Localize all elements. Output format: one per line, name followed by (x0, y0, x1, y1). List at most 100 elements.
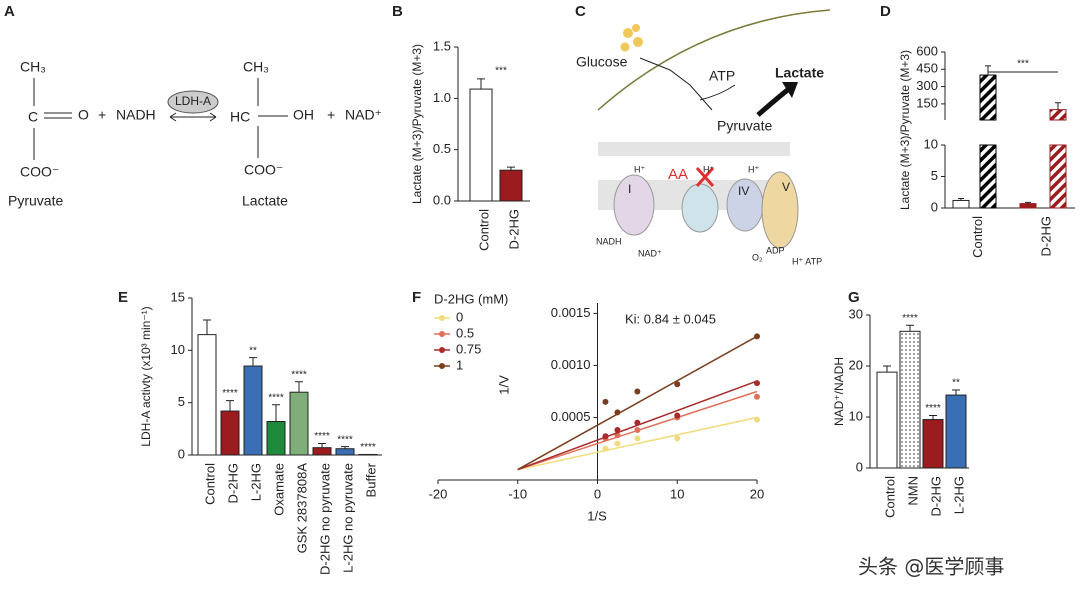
metabolite: H⁺ ATP (792, 256, 822, 266)
error-bar (985, 65, 991, 76)
bar (469, 88, 493, 202)
legend-marker (439, 363, 445, 369)
proton: H⁺ (703, 164, 714, 174)
chem-text: + (327, 107, 335, 123)
legend-marker (439, 331, 445, 337)
error-bar (249, 357, 257, 367)
significance: **** (360, 442, 376, 453)
significance: *** (495, 65, 507, 76)
point (602, 398, 609, 405)
error-bar (272, 404, 280, 422)
chem-text: O (78, 107, 89, 123)
error-bar (883, 365, 891, 373)
x-tick-label: 0 (594, 486, 601, 501)
panel-label: A (4, 3, 15, 20)
membrane (598, 142, 790, 156)
panel-c: C Glucose ATP Lactate Pyruvate I IV V AA… (575, 3, 831, 266)
metabolite: NAD⁺ (638, 248, 662, 258)
error-bar (318, 442, 326, 448)
metabolite: NADH (596, 236, 622, 246)
bar (312, 447, 332, 456)
chem-text: COO⁻ (20, 164, 59, 180)
bar (876, 371, 898, 469)
y-tick-label: 30 (849, 306, 863, 321)
significance: ** (952, 378, 960, 389)
x-tick-label: NMN (905, 476, 920, 506)
x-tick-label: D-2HG (506, 209, 521, 249)
error-bar (1055, 102, 1061, 110)
compound-name: Lactate (242, 193, 288, 209)
error-bar (203, 319, 211, 335)
x-axis-label: 1/S (587, 508, 607, 523)
point (754, 393, 760, 400)
complex-label: IV (738, 184, 749, 198)
x-tick-label: L-2HG (248, 463, 263, 501)
point (614, 409, 621, 416)
chem-text: CH₃ (243, 59, 269, 75)
x-tick-label: -10 (508, 486, 527, 501)
complex (761, 171, 799, 249)
error-bar (341, 446, 349, 449)
bar (266, 421, 286, 456)
bar (499, 169, 523, 202)
bar (979, 144, 997, 209)
error-bar (507, 166, 515, 171)
x-tick-label: D-2HG no pyruvate (317, 463, 332, 575)
y-axis-label: 1/V (496, 375, 511, 395)
chem-text: CH₃ (20, 59, 46, 75)
proton: H⁺ (634, 164, 645, 174)
error-bar (929, 414, 937, 420)
point (754, 380, 760, 387)
significance: **** (268, 392, 284, 403)
metabolite: ATP (709, 68, 735, 84)
point (754, 416, 760, 423)
chem-text: + (98, 107, 106, 123)
legend-label: 0.5 (456, 325, 474, 340)
significance: **** (314, 431, 330, 442)
chem-text: HC (230, 109, 250, 125)
x-tick-label: -20 (429, 486, 448, 501)
panel-label: C (575, 3, 586, 20)
x-tick-label: D-2HG (1038, 216, 1053, 256)
error-bar (226, 400, 234, 412)
y-tick-label: 600 (916, 43, 938, 58)
panel-label: F (412, 289, 421, 306)
point (602, 445, 609, 452)
significance: **** (291, 369, 307, 380)
error-bar (295, 381, 303, 393)
error-bar (1025, 201, 1031, 204)
bar (220, 410, 240, 456)
y-tick-label: 20 (849, 357, 863, 372)
y-axis-label: Lactate (M+3)/Pyruvate (M+3) (898, 50, 912, 210)
y-tick-label: 0 (856, 459, 863, 474)
bar (922, 419, 944, 469)
point (614, 427, 621, 434)
bar (945, 394, 967, 469)
legend-title: D-2HG (mM) (434, 291, 508, 306)
enzyme-oval (167, 90, 219, 114)
complex (681, 183, 719, 233)
metabolite: Glucose (576, 54, 628, 70)
watermark: 头条 @医学顾事 (858, 555, 1004, 579)
y-tick-label: 1.0 (433, 90, 451, 105)
significance: ** (249, 345, 257, 356)
x-tick-label: Control (882, 476, 897, 518)
point (634, 435, 641, 442)
chem-text: NAD⁺ (345, 107, 382, 123)
panel-a: A CH₃ C O + NADH LDH-A CH₃ HC OH + NAD⁺ … (4, 3, 382, 209)
chem-text: NADH (116, 107, 156, 123)
y-tick-label: 0.0015 (551, 305, 591, 320)
legend-marker (439, 347, 445, 353)
chem-text: C (28, 109, 38, 125)
bar (289, 391, 309, 456)
fit-line (517, 335, 758, 471)
y-axis-label: Lactate (M+3)/Pyruvate (M+3) (410, 44, 424, 204)
significance: **** (337, 434, 353, 445)
fit-line (517, 416, 758, 471)
compound-name: Pyruvate (8, 193, 63, 209)
x-tick-label: Oxamate (271, 463, 286, 516)
significance: **** (925, 403, 941, 414)
x-tick-label: 10 (670, 486, 684, 501)
arrow-head (782, 82, 798, 98)
